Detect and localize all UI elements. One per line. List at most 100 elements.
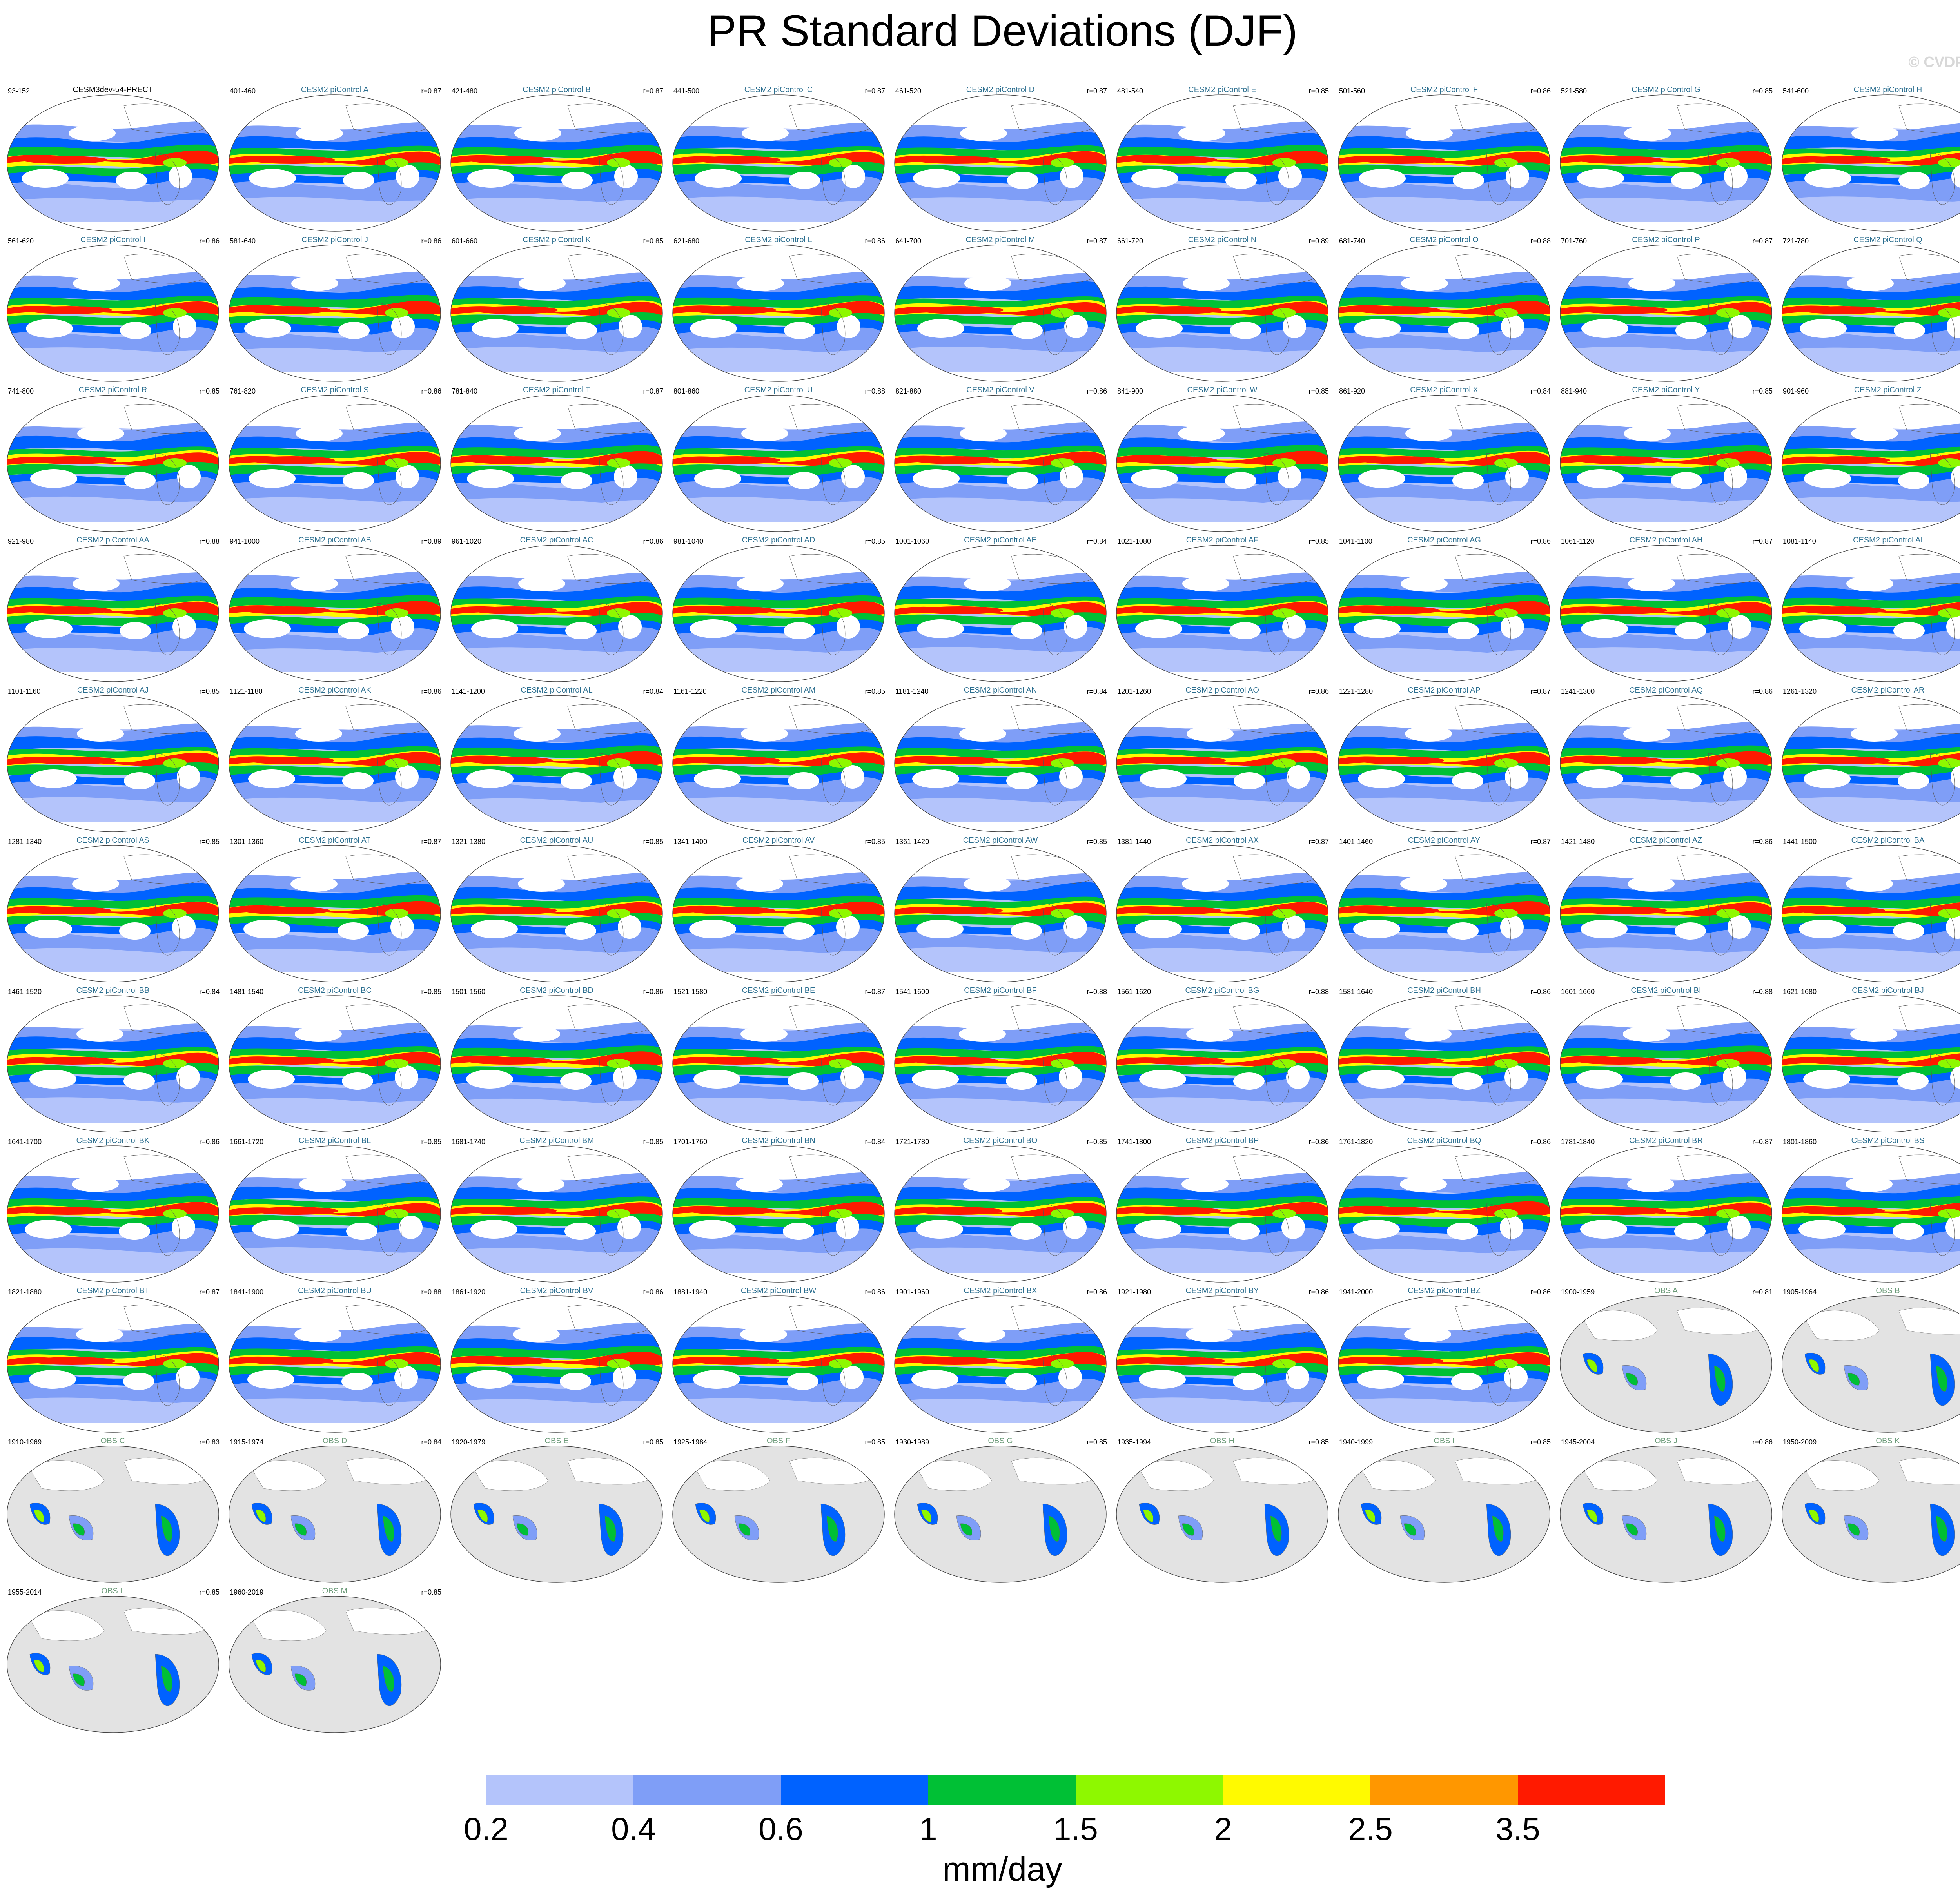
colorbar-segment	[633, 1775, 781, 1805]
panel-period: 621-680	[673, 237, 700, 245]
panel-name: CESM2 piControl X	[1410, 386, 1478, 394]
panel-name: CESM2 piControl O	[1410, 236, 1479, 244]
panel-correlation: r=0.87	[643, 87, 663, 95]
panel-correlation: r=0.87	[865, 87, 885, 95]
map-panel: 1641-1700 CESM2 piControl BK r=0.86	[3, 1136, 223, 1285]
panel-map	[894, 1295, 1107, 1433]
panel-map	[1782, 695, 1960, 832]
panel-correlation: r=0.88	[1752, 988, 1773, 996]
panel-map	[1782, 1295, 1960, 1433]
colorbar-tick-label: 0.2	[464, 1811, 508, 1847]
panel-correlation: r=0.87	[1087, 237, 1107, 245]
panel-map	[7, 1145, 219, 1283]
panel-map	[894, 995, 1107, 1132]
panel-period: 1801-1860	[1783, 1138, 1817, 1146]
map-panel: 1581-1640 CESM2 piControl BH r=0.86	[1334, 986, 1554, 1135]
panel-correlation: r=0.85	[1308, 87, 1329, 95]
panel-period: 1621-1680	[1783, 988, 1817, 996]
map-panel: 561-620 CESM2 piControl I r=0.86	[3, 236, 223, 385]
panel-correlation: r=0.85	[199, 387, 220, 395]
panel-correlation: r=0.85	[865, 1438, 885, 1446]
panel-correlation: r=0.87	[643, 387, 663, 395]
panel-map	[1116, 545, 1328, 682]
panel-period: 741-800	[8, 387, 34, 395]
panel-map	[1338, 1446, 1550, 1583]
panel-name: CESM2 piControl BF	[964, 986, 1037, 995]
panel-map	[7, 1295, 219, 1433]
panel-period: 1181-1240	[895, 688, 929, 695]
map-panel: 1041-1100 CESM2 piControl AG r=0.86	[1334, 536, 1554, 685]
panel-name: CESM2 piControl A	[301, 85, 369, 94]
panel-correlation: r=0.85	[1752, 87, 1773, 95]
panel-period: 441-500	[673, 87, 700, 95]
colorbar-segment	[781, 1775, 928, 1805]
panel-period: 1501-1560	[452, 988, 486, 996]
panel-correlation: r=0.86	[1530, 537, 1551, 545]
colorbar-tick-label: 0.6	[759, 1811, 803, 1847]
panel-period: 1925-1984	[673, 1438, 708, 1446]
panel-period: 1721-1780	[895, 1138, 929, 1146]
panel-correlation: r=0.86	[643, 1288, 663, 1296]
panel-period: 1661-1720	[230, 1138, 264, 1146]
map-panel: 1940-1999 OBS I r=0.85	[1334, 1437, 1554, 1586]
map-panel: 1841-1900 CESM2 piControl BU r=0.88	[225, 1286, 445, 1435]
panel-period: 401-460	[230, 87, 256, 95]
map-panel: 1061-1120 CESM2 piControl AH r=0.87	[1556, 536, 1776, 685]
panel-name: CESM2 piControl BN	[742, 1136, 815, 1145]
panel-correlation: r=0.85	[1308, 537, 1329, 545]
panel-map	[450, 545, 663, 682]
panel-map	[672, 1295, 885, 1433]
panel-map	[450, 245, 663, 382]
panel-map	[894, 845, 1107, 982]
panel-name: CESM2 piControl AZ	[1630, 836, 1702, 845]
map-panel: 481-540 CESM2 piControl E r=0.85	[1112, 85, 1332, 234]
panel-correlation: r=0.86	[421, 688, 441, 695]
panel-name: CESM2 piControl M	[965, 236, 1035, 244]
map-panel: 1955-2014 OBS L r=0.85	[3, 1587, 223, 1736]
panel-map	[1782, 995, 1960, 1132]
panel-period: 1955-2014	[8, 1588, 42, 1596]
panel-period: 1915-1974	[230, 1438, 264, 1446]
panel-map	[894, 545, 1107, 682]
colorbar-tick-label: 1	[919, 1811, 937, 1847]
map-panel: 921-980 CESM2 piControl AA r=0.88	[3, 536, 223, 685]
panel-name: CESM2 piControl AU	[520, 836, 593, 845]
panel-period: 981-1040	[673, 537, 704, 545]
panel-name: CESM2 piControl BE	[742, 986, 815, 995]
panel-period: 761-820	[230, 387, 256, 395]
map-panel: 741-800 CESM2 piControl R r=0.85	[3, 386, 223, 535]
panel-correlation: r=0.85	[421, 1138, 441, 1146]
map-panel: 1921-1980 CESM2 piControl BY r=0.86	[1112, 1286, 1332, 1435]
panel-name: CESM2 piControl AW	[963, 836, 1038, 845]
map-panel: 861-920 CESM2 piControl X r=0.84	[1334, 386, 1554, 535]
panel-name: CESM2 piControl BC	[298, 986, 372, 995]
panel-map	[1782, 545, 1960, 682]
panel-period: 1681-1740	[452, 1138, 486, 1146]
panel-name: CESM2 piControl AT	[299, 836, 371, 845]
map-panel: 1821-1880 CESM2 piControl BT r=0.87	[3, 1286, 223, 1435]
panel-map	[1338, 94, 1550, 232]
panel-name: CESM2 piControl N	[1188, 236, 1257, 244]
panel-name: CESM2 piControl T	[523, 386, 590, 394]
panel-map	[7, 395, 219, 532]
panel-correlation: r=0.87	[421, 87, 441, 95]
panel-period: 1930-1989	[895, 1438, 929, 1446]
panel-correlation: r=0.84	[865, 1138, 885, 1146]
map-panel: 1181-1240 CESM2 piControl AN r=0.84	[891, 686, 1110, 835]
panel-period: 1940-1999	[1339, 1438, 1373, 1446]
panel-period: 1841-1900	[230, 1288, 264, 1296]
panel-map	[894, 1446, 1107, 1583]
panel-map	[1338, 845, 1550, 982]
panel-period: 1121-1180	[230, 688, 263, 695]
panel-name: CESM2 piControl AG	[1407, 536, 1481, 544]
panel-correlation: r=0.87	[421, 838, 441, 845]
panel-period: 521-580	[1561, 87, 1587, 95]
panel-name: CESM2 piControl AB	[298, 536, 371, 544]
panel-correlation: r=0.85	[643, 1438, 663, 1446]
panel-map	[1560, 995, 1772, 1132]
panel-name: CESM2 piControl AS	[76, 836, 149, 845]
panel-correlation: r=0.86	[199, 237, 220, 245]
